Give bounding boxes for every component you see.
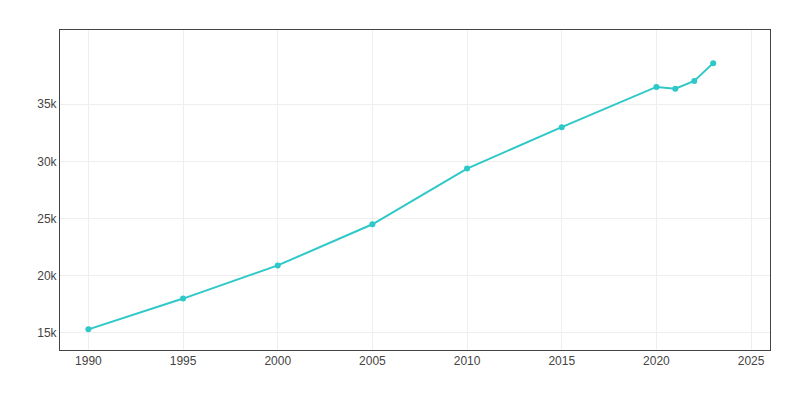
svg-text:1990: 1990 <box>75 354 102 368</box>
svg-text:2020: 2020 <box>643 354 670 368</box>
svg-text:1995: 1995 <box>170 354 197 368</box>
svg-text:2015: 2015 <box>548 354 575 368</box>
svg-text:20k: 20k <box>37 269 57 283</box>
svg-text:35k: 35k <box>37 97 57 111</box>
svg-text:25k: 25k <box>37 212 57 226</box>
svg-text:15k: 15k <box>37 326 57 340</box>
svg-text:2000: 2000 <box>264 354 291 368</box>
svg-text:2025: 2025 <box>738 354 765 368</box>
svg-text:30k: 30k <box>37 155 57 169</box>
svg-text:2010: 2010 <box>454 354 481 368</box>
svg-text:2005: 2005 <box>359 354 386 368</box>
